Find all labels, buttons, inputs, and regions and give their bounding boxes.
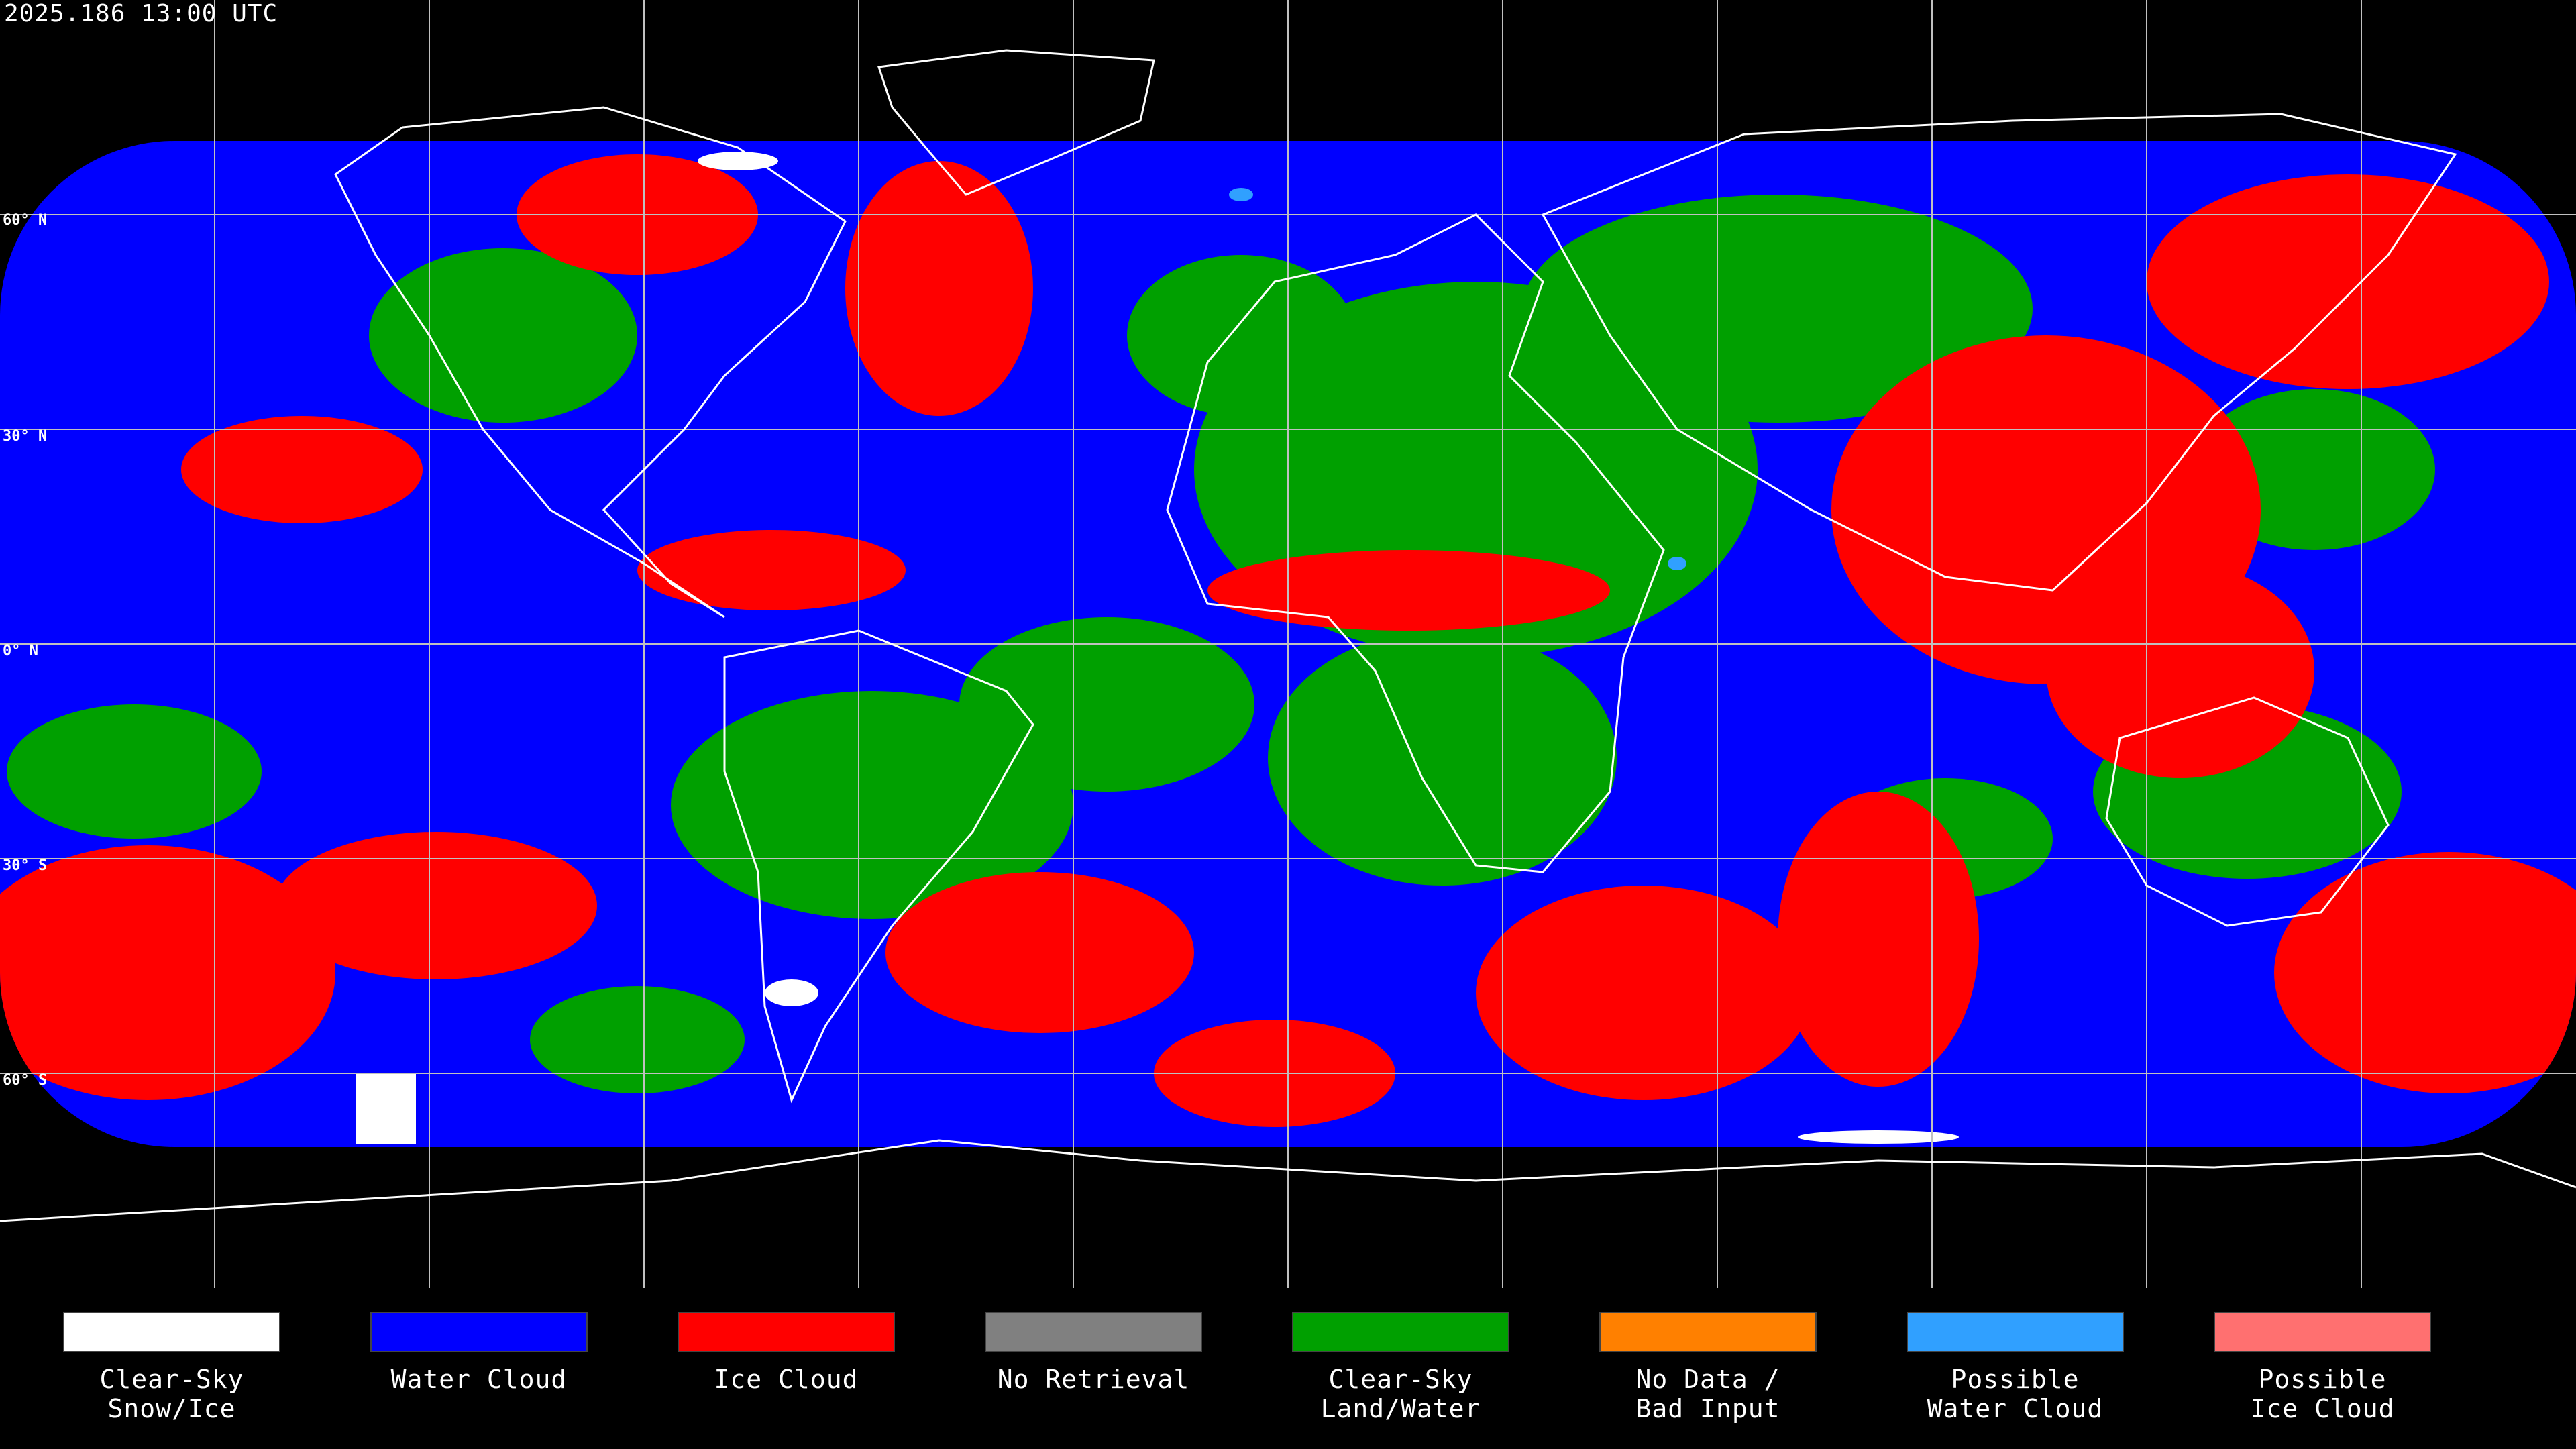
map-canvas (0, 0, 2576, 1288)
legend-item-no-retrieval: No Retrieval (973, 1312, 1214, 1394)
legend-item-possible-water-cloud: Possible Water Cloud (1894, 1312, 2136, 1424)
legend-label: Clear-Sky Land/Water (1320, 1364, 1481, 1424)
legend-swatch (2214, 1312, 2431, 1352)
lat-label-30n: 30° N (3, 428, 48, 445)
lat-label-60s: 60° S (3, 1072, 48, 1089)
legend-label: Water Cloud (390, 1364, 568, 1394)
legend-label: Clear-Sky Snow/Ice (99, 1364, 244, 1424)
lat-label-60n: 60° N (3, 212, 48, 229)
legend: Clear-Sky Snow/Ice Water Cloud Ice Cloud … (0, 1288, 2576, 1449)
legend-item-water-cloud: Water Cloud (358, 1312, 600, 1394)
timestamp-label: 2025.186 13:00 UTC (4, 0, 278, 28)
legend-item-no-data-bad-input: No Data / Bad Input (1587, 1312, 1829, 1424)
legend-label: Possible Water Cloud (1927, 1364, 2104, 1424)
lat-label-30s: 30° S (3, 857, 48, 874)
coastlines (0, 49, 2576, 1222)
legend-label: Possible Ice Cloud (2250, 1364, 2395, 1424)
legend-label: Ice Cloud (714, 1364, 859, 1394)
legend-swatch (678, 1312, 895, 1352)
legend-swatch (1599, 1312, 1817, 1352)
legend-swatch (63, 1312, 280, 1352)
lat-label-equator: 0° N (3, 643, 38, 659)
legend-item-clear-sky-land-water: Clear-Sky Land/Water (1280, 1312, 1521, 1424)
legend-swatch (985, 1312, 1202, 1352)
legend-swatch (1292, 1312, 1509, 1352)
legend-item-possible-ice-cloud: Possible Ice Cloud (2202, 1312, 2443, 1424)
legend-swatch (370, 1312, 588, 1352)
legend-label: No Retrieval (997, 1364, 1190, 1394)
legend-item-clear-sky-snow-ice: Clear-Sky Snow/Ice (51, 1312, 292, 1424)
legend-swatch (1907, 1312, 2124, 1352)
legend-item-ice-cloud: Ice Cloud (665, 1312, 907, 1394)
graticule (0, 0, 2576, 1288)
cloud-phase-map: 2025.186 13:00 UTC 60° N 30° N 0° N 30° … (0, 0, 2576, 1288)
legend-label: No Data / Bad Input (1635, 1364, 1780, 1424)
